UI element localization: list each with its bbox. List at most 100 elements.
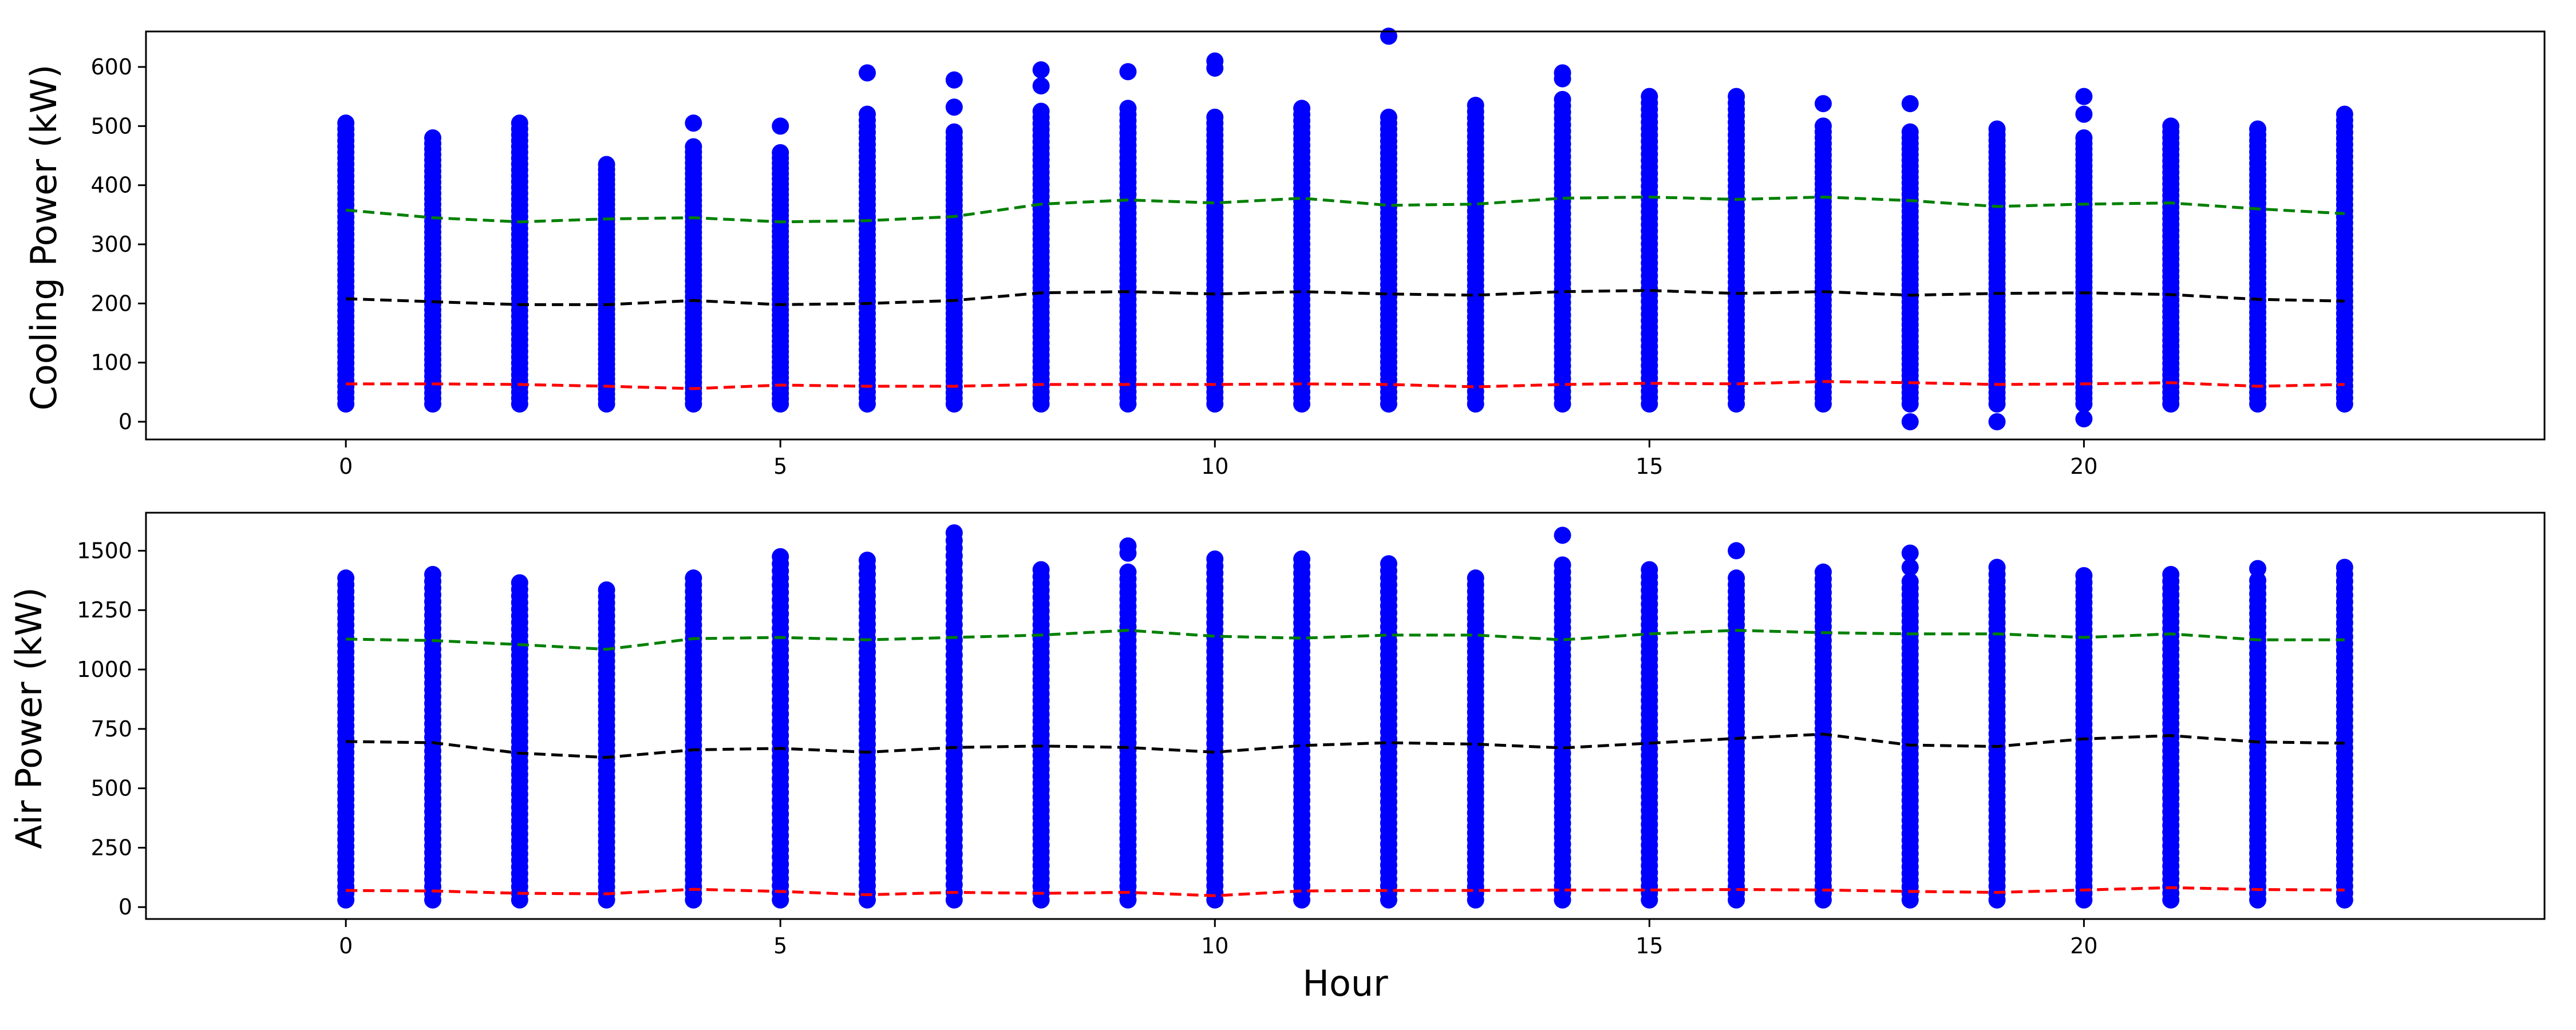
data-point (1814, 117, 1832, 135)
point-column-hour-13 (1467, 569, 1484, 909)
mean-dashed-line (346, 289, 2345, 306)
point-column-hour-16 (1728, 88, 1745, 413)
outlier-point (772, 117, 789, 135)
outlier-point (2075, 88, 2093, 105)
point-column-hour-4 (685, 569, 702, 909)
point-column-hour-10 (1206, 550, 1224, 909)
x-tick-label: 15 (1635, 454, 1663, 479)
outlier-point (1554, 526, 1571, 544)
data-point (2336, 558, 2353, 576)
data-point (859, 105, 876, 123)
point-column-hour-7 (945, 123, 963, 413)
y-tick-label: 100 (90, 350, 132, 375)
data-point (945, 524, 963, 542)
data-point (1901, 123, 1919, 141)
point-column-hour-1 (424, 129, 441, 413)
point-column-hour-23 (2336, 105, 2353, 413)
outlier-point (1901, 544, 1919, 562)
outlier-point (1728, 542, 1745, 560)
point-column-hour-16 (1728, 569, 1745, 909)
point-column-hour-6 (859, 552, 876, 909)
data-point (1206, 108, 1224, 126)
axes-frame (145, 512, 2546, 920)
data-point (1728, 88, 1745, 105)
point-column-hour-0 (337, 569, 355, 909)
y-tick-label: 0 (118, 409, 132, 434)
data-point (1467, 97, 1484, 114)
data-point (2162, 117, 2180, 135)
air-power-plot-area: 0 5 10 15 20 0 250 500 750 1000 1250 1500 (77, 512, 2546, 958)
outlier-point (1032, 61, 1050, 79)
outlier-point (2075, 105, 2093, 123)
data-point (1119, 100, 1137, 117)
y-tick-label: 500 (90, 776, 132, 801)
data-point (859, 552, 876, 569)
data-point (1293, 550, 1311, 568)
data-point (2336, 105, 2353, 123)
y-tick-label: 0 (118, 894, 132, 920)
point-column-hour-22 (2249, 120, 2267, 413)
x-tick-label: 0 (339, 454, 353, 479)
point-column-hour-12 (1380, 555, 1397, 909)
point-column-hour-21 (2162, 117, 2180, 413)
data-point (598, 581, 615, 599)
point-column-hour-12 (1380, 108, 1397, 413)
outlier-point (945, 71, 963, 89)
y-tick-label: 300 (90, 232, 132, 257)
data-point (1641, 561, 1658, 579)
point-column-hour-14 (1554, 556, 1571, 909)
point-column-hour-2 (511, 574, 528, 909)
point-column-hour-17 (1814, 117, 1832, 413)
upper-dashed-line (346, 629, 2345, 651)
point-column-hour-3 (598, 581, 615, 909)
point-column-hour-10 (1206, 108, 1224, 413)
outlier-point (685, 114, 702, 132)
data-point (1380, 555, 1397, 573)
point-column-hour-13 (1467, 97, 1484, 413)
data-point (424, 565, 441, 583)
x-tick-label: 0 (339, 933, 353, 958)
data-point (1293, 100, 1311, 117)
point-column-hour-23 (2336, 558, 2353, 909)
data-point (2075, 129, 2093, 146)
data-point (685, 569, 702, 587)
x-axis-label: Hour (1302, 962, 1388, 1004)
point-column-hour-18 (1901, 573, 1919, 909)
point-column-hour-0 (337, 114, 355, 413)
data-point (1901, 573, 1919, 591)
outlier-point (1814, 95, 1832, 113)
outlier-point (859, 64, 876, 82)
outlier-point (1554, 70, 1571, 88)
outlier-point (2075, 410, 2093, 427)
outlier-point (1901, 95, 1919, 113)
y-tick-label: 1500 (77, 538, 132, 563)
outlier-point (1901, 413, 1919, 430)
point-column-hour-6 (859, 105, 876, 413)
point-column-hour-7 (945, 524, 963, 909)
point-column-hour-4 (685, 138, 702, 413)
point-column-hour-5 (772, 144, 789, 413)
data-point (1119, 563, 1137, 581)
point-column-hour-11 (1293, 550, 1311, 909)
point-column-hour-9 (1119, 563, 1137, 909)
y-tick-label: 1250 (77, 597, 132, 623)
data-point (1554, 556, 1571, 574)
point-column-hour-21 (2162, 565, 2180, 909)
x-tick-label: 20 (2070, 454, 2097, 479)
data-point (2075, 567, 2093, 585)
point-column-hour-22 (2249, 572, 2267, 909)
data-point (598, 156, 615, 173)
y-tick-label: 400 (90, 173, 132, 198)
outlier-point (1032, 77, 1050, 95)
lower-dashed-line (346, 886, 2345, 897)
point-column-hour-15 (1641, 561, 1658, 909)
data-point (1032, 561, 1050, 579)
y-tick-label: 250 (90, 835, 132, 860)
point-column-hour-8 (1032, 561, 1050, 909)
point-column-hour-8 (1032, 102, 1050, 413)
x-tick-label: 15 (1635, 933, 1663, 958)
point-column-hour-19 (1988, 558, 2006, 909)
x-tick-label: 20 (2070, 933, 2097, 958)
